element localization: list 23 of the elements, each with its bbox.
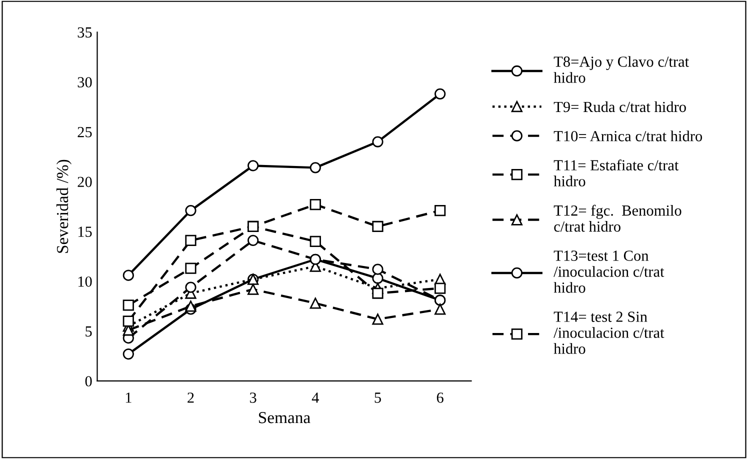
x-tick-label: 5: [374, 392, 381, 403]
legend-label: T12= fgc. Benomilo c/trat hidro: [554, 204, 682, 232]
x-tick-label: 1: [126, 392, 132, 403]
x-tick-label: 3: [250, 392, 256, 403]
legend-label: T8=Ajo y Clavo c/trat hidro: [554, 56, 689, 83]
y-tick-label: 35: [78, 27, 92, 38]
y-tick-label: 20: [78, 176, 92, 188]
x-tick-label: 4: [312, 392, 319, 403]
x-axis-title: Semana: [258, 412, 310, 424]
legend-label: T10= Arnica c/trat hidro: [554, 130, 702, 142]
legend-label: T9= Ruda c/trat hidro: [554, 101, 686, 112]
y-axis-title: Severidad /%): [56, 160, 72, 253]
x-tick-label: 6: [436, 392, 444, 403]
legend-label: T11= Estafiate c/trat hidro: [554, 160, 679, 186]
legend-label: T13=test 1 Con /inoculacion c/trat hidro: [554, 250, 664, 293]
y-tick-label: 15: [78, 226, 92, 237]
y-tick-label: 25: [78, 126, 92, 138]
y-tick-label: 0: [85, 376, 92, 386]
y-tick-label: 30: [78, 77, 92, 88]
y-tick-label: 5: [86, 326, 92, 337]
y-tick-label: 10: [78, 276, 92, 287]
x-tick-label: 2: [188, 392, 194, 403]
legend-label: T14= test 2 Sin /inoculacion c/trat hidro: [554, 312, 664, 354]
